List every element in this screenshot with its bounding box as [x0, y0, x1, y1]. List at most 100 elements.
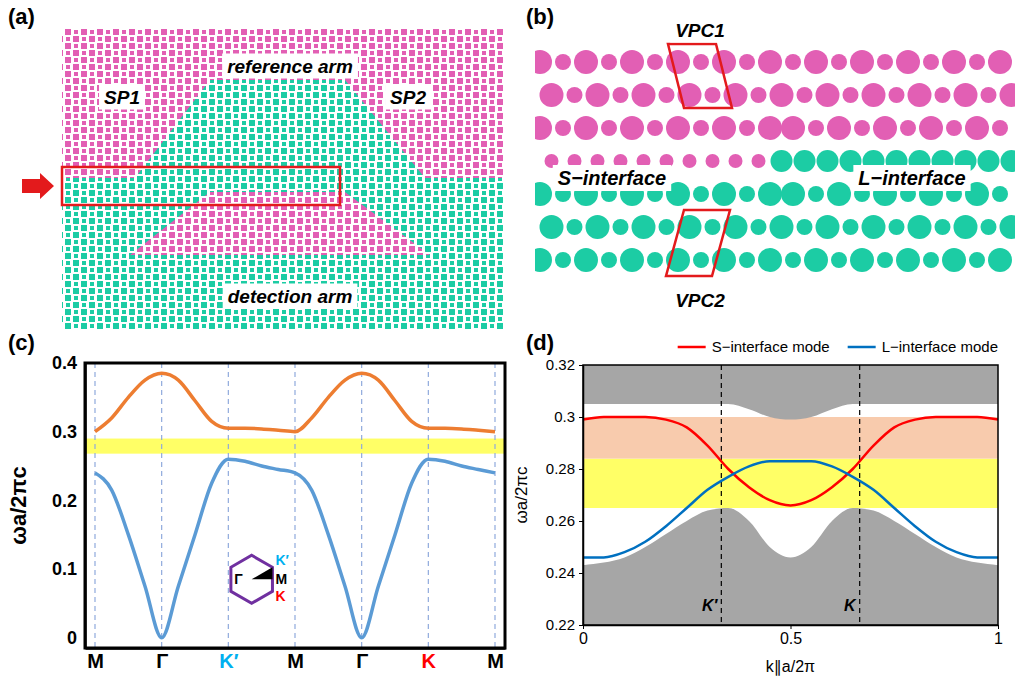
- lattice-rod: [647, 252, 663, 268]
- pink-region: [62, 28, 505, 178]
- tick-label: 0.26: [546, 512, 575, 529]
- label-background: [553, 165, 671, 191]
- lattice-rod: [827, 182, 851, 206]
- panel-c: ΓK′MK00.10.20.30.4MΓK′MΓKMωa/2πc: [6, 353, 506, 672]
- lattice-rod: [567, 87, 583, 103]
- bulk-band: [583, 365, 998, 420]
- lattice-rod: [540, 83, 564, 107]
- panel-letter: (a): [8, 4, 35, 29]
- panel-d: K′K0.220.240.260.280.30.3200.51ωa/2πck∥a…: [512, 338, 1003, 676]
- lattice-rod: [785, 252, 801, 268]
- axis: 00.51: [579, 625, 1003, 647]
- legend: S−interface modeL−interface mode: [678, 338, 998, 355]
- lattice-rod: [770, 215, 794, 239]
- lattice-rod: [705, 87, 721, 103]
- lattice-rod: [781, 116, 805, 140]
- input-arrow: [22, 173, 54, 199]
- lattice-rod: [781, 182, 805, 206]
- tick-label: 1: [994, 630, 1003, 647]
- lattice-rod: [555, 54, 571, 70]
- lattice-rod: [574, 248, 598, 272]
- unit-cell: [668, 44, 732, 108]
- lattice-rod: [797, 87, 813, 103]
- lattice-rod: [770, 83, 794, 107]
- lattice-rod: [808, 120, 824, 136]
- tick: M: [487, 648, 504, 672]
- lattice-rod: [752, 154, 766, 168]
- inset-label: K: [275, 588, 285, 604]
- tick: 0: [67, 628, 85, 648]
- band-line: [95, 373, 495, 431]
- k-point-label: K: [844, 597, 857, 614]
- lattice-rod: [804, 50, 828, 74]
- waveguide-box: [62, 167, 340, 205]
- tick-label: M: [287, 650, 304, 672]
- lattice-rod: [850, 50, 874, 74]
- tick: 0.1: [52, 559, 85, 579]
- lattice-rod: [854, 120, 870, 136]
- grid-line: [228, 363, 229, 648]
- label-background: [670, 288, 730, 313]
- panel-b: VPC1VPC2S−interfaceL−interface: [528, 18, 1024, 313]
- lattice-rod: [942, 50, 966, 74]
- lattice-rod: [693, 252, 709, 268]
- lattice-rod: [535, 50, 552, 74]
- lattice-rod: [896, 50, 920, 74]
- label: reference arm: [227, 56, 353, 77]
- lattice-rod: [850, 248, 874, 272]
- brillouin-zone: [231, 555, 273, 603]
- plot-frame: [85, 363, 505, 648]
- lattice-rod: [923, 252, 939, 268]
- lattice-rod: [804, 248, 828, 272]
- lattice-rod: [794, 150, 816, 172]
- axis: MΓK′MΓKM: [86, 648, 506, 672]
- lattice-rod: [751, 87, 767, 103]
- lattice-rod: [942, 248, 966, 272]
- plot-area: [85, 363, 505, 648]
- k-point-line: [721, 365, 722, 625]
- lattice-rod: [535, 116, 552, 140]
- lattice-rod: [632, 83, 656, 107]
- tick: 0.3: [52, 422, 85, 442]
- lattice-rod: [739, 120, 755, 136]
- axis: 0.220.240.260.280.30.32: [546, 356, 584, 633]
- k-point-label: K′: [702, 597, 719, 614]
- lattice-rod: [751, 219, 767, 235]
- lattice-rod: [978, 150, 1000, 172]
- inset-label: Γ: [234, 571, 243, 587]
- tick: 1: [994, 625, 1003, 647]
- lattice-rod: [613, 87, 629, 103]
- lattice-rod: [574, 116, 598, 140]
- legend-label: L−interface mode: [882, 338, 998, 355]
- lattice-rod: [666, 116, 690, 140]
- tick-label: 0.28: [546, 460, 575, 477]
- lattice-rod: [969, 252, 985, 268]
- pink-region: [130, 192, 430, 255]
- tick-mark: [998, 625, 999, 629]
- teal-region: [62, 178, 505, 330]
- label: detection arm: [228, 286, 353, 307]
- lattice-rod: [900, 120, 916, 136]
- lattice-rod: [586, 215, 610, 239]
- label-background: [222, 54, 358, 79]
- tick: 0.4: [52, 353, 85, 373]
- tick: 0.32: [546, 356, 583, 373]
- crystal: [62, 28, 505, 330]
- lattice-rod: [981, 219, 997, 235]
- lattice-rod: [705, 219, 721, 235]
- tick-mark: [579, 521, 583, 522]
- lattice-rod: [935, 219, 951, 235]
- lattice-rod: [620, 50, 644, 74]
- lattice-rod: [659, 219, 675, 235]
- lattice-rod: [712, 116, 736, 140]
- lattice-rod: [817, 150, 839, 172]
- grid-line: [161, 363, 162, 648]
- lattice-rod: [758, 248, 782, 272]
- tick: 0: [579, 625, 588, 647]
- axis-line: [583, 366, 585, 626]
- lattice-rod: [712, 182, 736, 206]
- rods: [535, 50, 1015, 272]
- lattice-rod: [831, 54, 847, 70]
- lattice-rod: [739, 252, 755, 268]
- panel-letter: (c): [8, 330, 35, 355]
